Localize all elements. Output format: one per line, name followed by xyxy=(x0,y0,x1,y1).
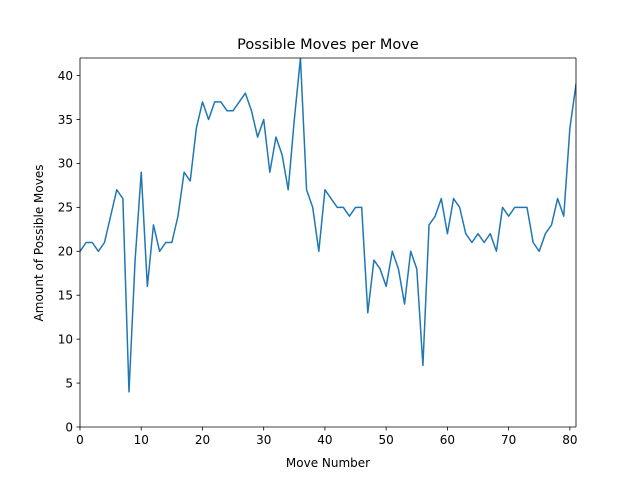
y-tick-label: 35 xyxy=(58,113,73,127)
x-tick-label: 30 xyxy=(256,433,271,447)
y-tick-label: 20 xyxy=(58,245,73,259)
y-tick-label: 10 xyxy=(58,332,73,346)
axes xyxy=(79,57,577,428)
ticks: 0 10 20 30 40 50 60 70 80 0 5 10 15 20 25 30 35 40 xyxy=(58,69,578,447)
y-tick-label: 25 xyxy=(58,201,73,215)
series-layer xyxy=(80,58,576,393)
x-tick-label: 10 xyxy=(134,433,149,447)
y-tick-label: 30 xyxy=(58,157,73,171)
x-tick-label: 20 xyxy=(195,433,210,447)
y-tick-label: 15 xyxy=(58,289,73,303)
x-tick-label: 50 xyxy=(379,433,394,447)
y-tick-label: 40 xyxy=(58,69,73,83)
x-tick-label: 80 xyxy=(562,433,577,447)
series-line xyxy=(80,58,576,393)
x-tick-label: 60 xyxy=(440,433,455,447)
x-tick-label: 70 xyxy=(501,433,516,447)
x-axis-label: Move Number xyxy=(286,456,370,470)
y-tick-label: 0 xyxy=(65,420,73,434)
x-tick-label: 0 xyxy=(76,433,84,447)
chart-title: Possible Moves per Move xyxy=(237,37,419,53)
y-tick-label: 5 xyxy=(65,376,73,390)
y-axis-label: Amount of Possible Moves xyxy=(32,165,46,322)
x-tick-label: 40 xyxy=(317,433,332,447)
